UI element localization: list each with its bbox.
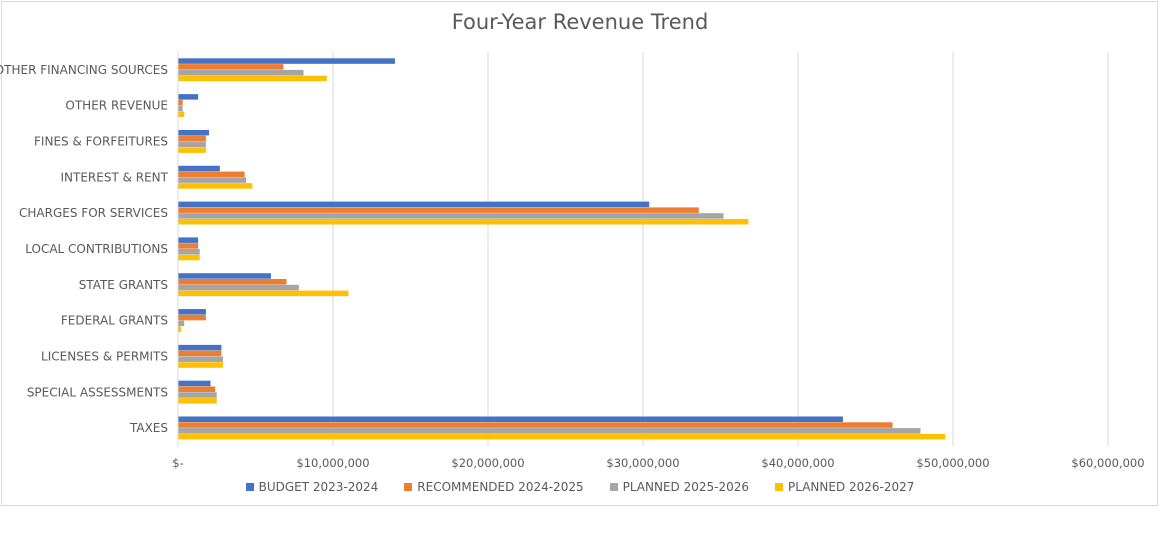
category-label: CHARGES FOR SERVICES [19,206,168,220]
bar [178,392,217,398]
bar [178,58,395,64]
bar [178,356,223,362]
legend-item: RECOMMENDED 2024-2025 [404,480,584,494]
bar [178,201,650,208]
category-label: OTHER REVENUE [65,99,168,113]
bar [178,344,222,351]
legend-label: PLANNED 2026-2027 [788,480,915,494]
bar [178,135,206,142]
x-tick-label: $10,000,000 [296,456,369,470]
bar [178,177,247,183]
legend-swatch [609,483,618,491]
bar [178,273,271,279]
legend-swatch [245,483,254,491]
bar [178,237,199,243]
bar [178,75,327,82]
bar [178,111,185,118]
category-label: FINES & FORFEITURES [34,135,168,149]
bar [178,320,185,327]
legend-swatch [404,483,413,491]
bar [178,254,200,261]
bar [178,165,220,172]
bar [178,279,287,285]
bar [178,422,893,428]
category-label: LICENSES & PERMITS [41,349,168,363]
x-tick-label: $- [172,456,183,470]
legend-label: PLANNED 2025-2026 [622,480,749,494]
bar [178,249,200,255]
bar [178,386,216,392]
legend-item: PLANNED 2025-2026 [609,480,749,494]
bar [178,243,199,249]
bar [178,380,211,387]
bar [178,314,206,321]
bar [178,218,749,225]
bar [178,416,843,422]
bar [178,183,253,189]
chart-legend: BUDGET 2023-2024 RECOMMENDED 2024-2025 PLA… [0,480,1160,494]
bar [178,171,245,178]
x-tick-label: $20,000,000 [451,456,524,470]
category-label: SPECIAL ASSESSMENTS [27,385,168,399]
x-tick-label: $40,000,000 [761,456,834,470]
bar [178,69,304,76]
bar [178,326,182,332]
category-label: FEDERAL GRANTS [61,314,168,328]
legend-item: BUDGET 2023-2024 [245,480,379,494]
x-tick-label: $50,000,000 [916,456,989,470]
category-label: STATE GRANTS [79,278,168,292]
bar [178,207,699,213]
legend-label: BUDGET 2023-2024 [258,480,379,494]
bar [178,290,349,297]
category-label: INTEREST & RENT [60,170,168,184]
bar [178,64,284,70]
bar [178,105,183,112]
bar [178,398,217,404]
legend-item: PLANNED 2026-2027 [775,480,914,494]
bar [178,350,222,357]
bar [178,309,206,315]
x-tick-label: $30,000,000 [606,456,679,470]
bar [178,362,223,368]
bar [178,129,209,136]
bar [178,213,724,219]
bar [178,141,206,148]
category-label: TAXES [129,421,168,435]
category-label: OTHER FINANCING SOURCES [0,63,168,77]
bar [178,99,183,106]
category-label: LOCAL CONTRIBUTIONS [25,242,168,256]
legend-swatch [775,483,783,491]
bar [178,147,206,153]
bar [178,94,199,100]
legend-label: RECOMMENDED 2024-2025 [417,480,584,494]
bar [178,433,946,440]
bar [178,284,299,291]
x-tick-label: $60,000,000 [1071,456,1144,470]
chart-title: Four-Year Revenue Trend [451,10,709,34]
bar [178,428,921,434]
